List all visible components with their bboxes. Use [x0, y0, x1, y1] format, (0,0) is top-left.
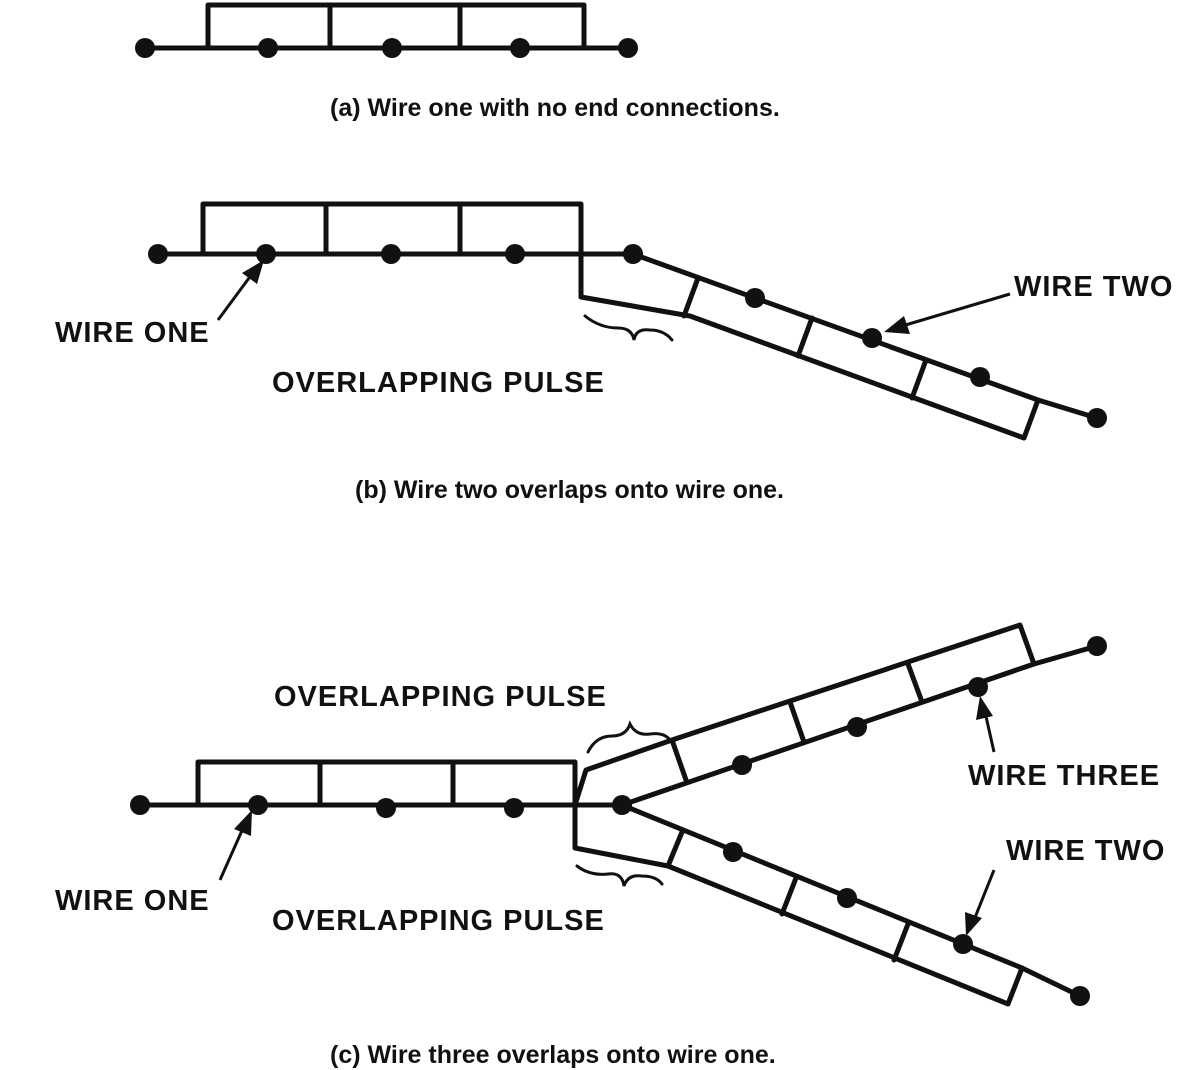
- pulse-divider: [665, 829, 685, 869]
- wire-one-arrow-shaft: [218, 825, 246, 881]
- wire-node: [376, 798, 396, 818]
- wire-two-arrow-head: [965, 912, 982, 936]
- pulse-divider: [891, 921, 911, 963]
- wire-one-pulse: [137, 759, 625, 808]
- wire-node: [837, 888, 857, 908]
- pulse-divider: [669, 737, 689, 783]
- wire-one-arrow-shaft: [216, 273, 254, 321]
- wire-two-pulse: [578, 251, 1100, 441]
- panel-c: OVERLAPPING PULSE WIRE THREE WIRE TWO WI…: [55, 622, 1165, 1069]
- panel-a: (a) Wire one with no end connections.: [135, 2, 780, 122]
- wire-node: [970, 367, 990, 387]
- wire-two-label: WIRE TWO: [1006, 835, 1165, 867]
- wire-node: [723, 842, 743, 862]
- wire-one-arrow-head: [234, 810, 252, 836]
- overlap-brace-bottom: [575, 864, 664, 887]
- wire-node: [953, 934, 973, 954]
- overlap-brace: [583, 314, 674, 342]
- wire-one-label: WIRE ONE: [55, 317, 210, 349]
- wire-node: [505, 244, 525, 264]
- overlap-label-bottom: OVERLAPPING PULSE: [272, 905, 605, 937]
- overlap-brace-top: [586, 720, 672, 754]
- wire-node: [732, 755, 752, 775]
- panel-a-caption: (a) Wire one with no end connections.: [330, 94, 780, 122]
- pulse-divider: [787, 699, 807, 745]
- wire-node: [1087, 408, 1107, 428]
- wire-node: [1087, 636, 1107, 656]
- wire-node: [504, 798, 524, 818]
- wire-node: [130, 795, 150, 815]
- wire-node: [256, 244, 276, 264]
- wire-node: [745, 288, 765, 308]
- wire-three-baseline: [619, 661, 1037, 808]
- wire-two-label: WIRE TWO: [1014, 271, 1173, 303]
- pulse-divider: [905, 661, 925, 705]
- overlap-label: OVERLAPPING PULSE: [272, 367, 605, 399]
- wire-two-arrow-shaft: [972, 869, 996, 921]
- wire-node: [248, 795, 268, 815]
- wire-one-pulse: [142, 2, 631, 51]
- wire-one-pulse: [155, 201, 636, 257]
- overlap-label-top: OVERLAPPING PULSE: [274, 681, 607, 713]
- wire-one-label: WIRE ONE: [55, 885, 210, 917]
- panel-b-caption: (b) Wire two overlaps onto wire one.: [355, 476, 784, 504]
- wire-one-arrow-head: [242, 260, 264, 284]
- wire-node: [258, 38, 278, 58]
- pulse-divider: [681, 275, 701, 319]
- wire-node: [381, 244, 401, 264]
- wire-node: [382, 38, 402, 58]
- wire-two-pulse: [572, 802, 1083, 1007]
- wire-three-arrow-shaft: [983, 711, 996, 753]
- wire-node: [510, 38, 530, 58]
- wire-node: [968, 677, 988, 697]
- wire-node: [612, 795, 632, 815]
- pulse-divider: [909, 357, 929, 401]
- wire-three-label: WIRE THREE: [968, 760, 1160, 792]
- wire-three-arrow-head: [976, 696, 993, 720]
- panel-c-caption: (c) Wire three overlaps onto wire one.: [330, 1041, 776, 1069]
- wire-three-pulse: [572, 622, 1100, 808]
- pulse-divider: [779, 875, 799, 917]
- wire-node: [618, 38, 638, 58]
- wire-node: [148, 244, 168, 264]
- wire-node: [1070, 986, 1090, 1006]
- wire-two-arrow-head: [884, 316, 910, 334]
- wire-node: [847, 717, 867, 737]
- pulse-divider: [795, 315, 815, 359]
- wire-node: [862, 328, 882, 348]
- panel-b: WIRE ONE WIRE TWO OVERLAPPING PULSE (b) …: [55, 201, 1173, 504]
- wire-node: [623, 244, 643, 264]
- wire-two-arrow-shaft: [901, 292, 1011, 328]
- wire-node: [135, 38, 155, 58]
